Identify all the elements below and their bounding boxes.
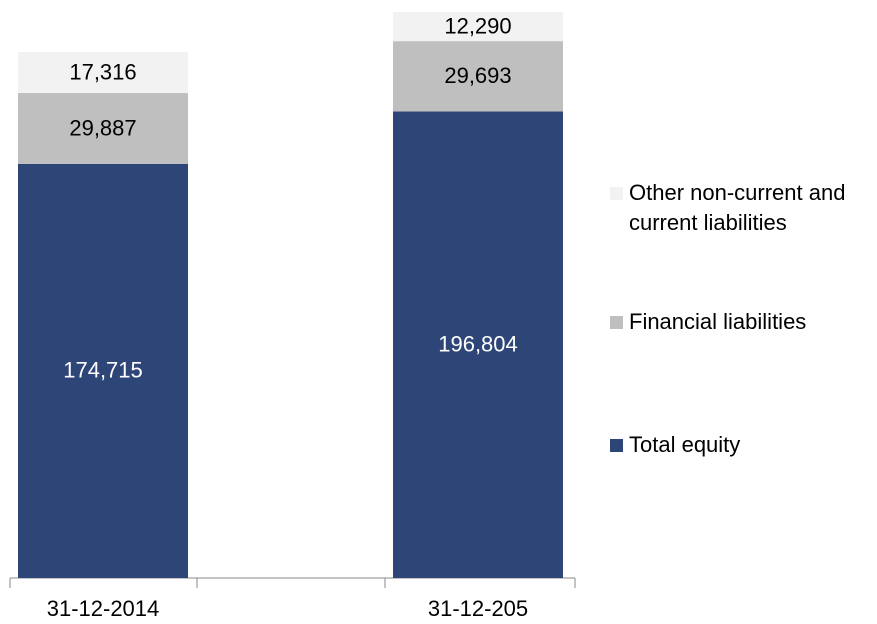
value-label: 17,316 [69, 59, 136, 84]
value-label: 29,693 [444, 63, 511, 88]
bar-segment [393, 111, 563, 578]
bar-segment [393, 12, 563, 42]
legend-item: Other non-current and current liabilitie… [610, 178, 870, 238]
x-tick-label: 31-12-2014 [47, 596, 160, 621]
value-label: 12,290 [444, 13, 511, 38]
bar-segment [393, 41, 563, 112]
legend-label: Other non-current and current liabilitie… [629, 180, 846, 235]
legend-item: Total equity [610, 430, 870, 460]
legend-item: Financial liabilities [610, 307, 870, 337]
x-tick-label: 31-12-205 [428, 596, 528, 621]
bar-segment [18, 93, 188, 164]
value-label: 174,715 [63, 358, 143, 383]
legend-swatch [610, 439, 623, 452]
legend-swatch [610, 187, 623, 200]
legend-swatch [610, 316, 623, 329]
legend-label: Financial liabilities [629, 309, 807, 334]
legend-label: Total equity [629, 432, 741, 457]
bar-segment [18, 51, 188, 94]
value-label: 29,887 [69, 115, 136, 140]
bar-segment [18, 163, 188, 578]
value-label: 196,804 [438, 332, 518, 357]
